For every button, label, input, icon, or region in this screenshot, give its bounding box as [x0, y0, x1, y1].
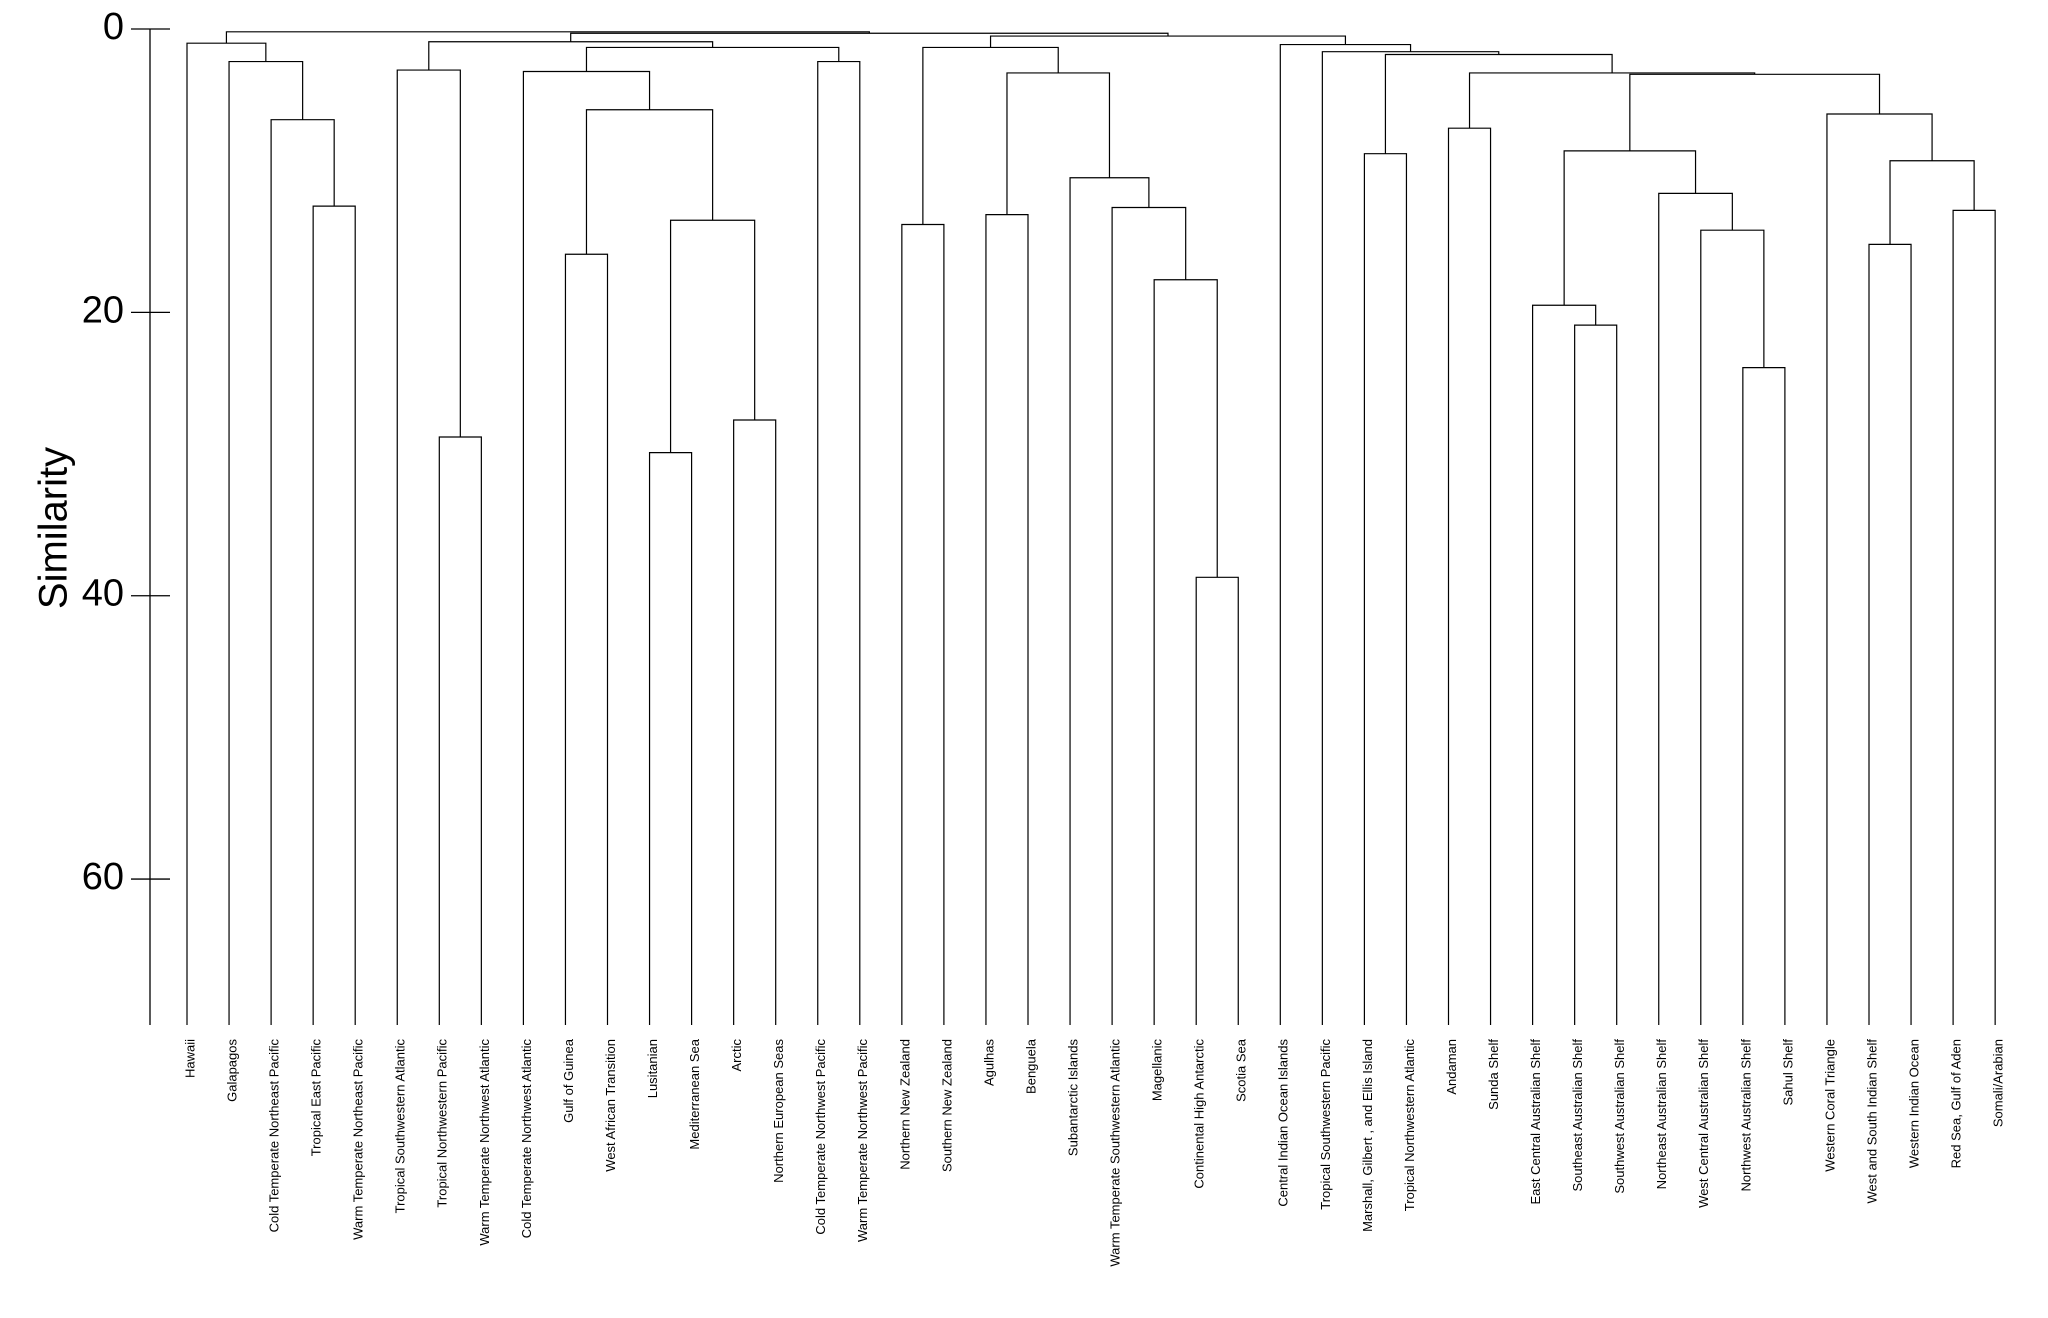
dendrogram-link: [228, 60, 304, 1025]
dendrogram-link: [1447, 127, 1492, 1025]
leaf-label: Andaman: [1444, 1039, 1459, 1095]
dendrogram-link: [1889, 160, 1975, 245]
dendrogram-link: [585, 46, 840, 72]
leaf-label: Tropical Southwestern Atlantic: [393, 1039, 408, 1214]
leaf-label: Tropical Southwestern Pacific: [1318, 1039, 1333, 1210]
dendrogram-link: [922, 46, 1059, 225]
leaf-label: Lusitanian: [645, 1039, 660, 1098]
leaf-label: Warm Temperate Northwest Pacific: [855, 1039, 870, 1243]
dendrogram-link: [1658, 192, 1733, 1025]
dendrogram-link: [985, 213, 1029, 1025]
leaf-label: Scotia Sea: [1234, 1038, 1249, 1102]
dendrogram-link: [564, 253, 609, 1025]
leaf-label: Northern New Zealand: [897, 1039, 912, 1170]
leaf-label: Sunda Shelf: [1486, 1039, 1501, 1110]
dendrogram-link: [817, 60, 861, 1025]
leaf-label: Red Sea, Gulf of Aden: [1949, 1039, 1964, 1168]
dendrogram-link: [1384, 53, 1613, 154]
dendrogram-link: [1868, 243, 1912, 1025]
dendrogram-link: [1363, 153, 1408, 1025]
leaf-label: Hawaii: [182, 1039, 197, 1078]
leaf-label: Northeast Australian Shelf: [1654, 1039, 1669, 1190]
dendrogram-link: [901, 223, 945, 1025]
dendrogram-link: [1006, 72, 1111, 215]
leaf-label: Warm Temperate Southwestern Atlantic: [1108, 1039, 1123, 1267]
dendrogram-link: [733, 419, 777, 1025]
leaf-label: Southwest Australian Shelf: [1612, 1039, 1627, 1194]
dendrogram-link: [1069, 177, 1150, 1025]
dendrogram-link: [1279, 43, 1412, 1025]
dendrogram-link: [186, 42, 267, 1025]
dendrogram-link: [1563, 150, 1697, 306]
leaf-label: West African Transition: [603, 1039, 618, 1172]
dendrogram-link: [270, 119, 335, 1025]
dendrogram-link: [1111, 206, 1187, 1025]
dendrogram-link: [1742, 367, 1786, 1025]
leaf-label: Galapagos: [224, 1039, 239, 1102]
dendrogram-link: [1700, 229, 1765, 1025]
leaf-label: Gulf of Guinea: [561, 1038, 576, 1123]
dendrogram-link: [428, 41, 714, 71]
leaf-label: Western Indian Ocean: [1906, 1039, 1921, 1168]
leaf-label: Warm Temperate Northwest Atlantic: [477, 1039, 492, 1246]
dendrogram-link: [1532, 304, 1597, 1025]
dendrogram-link: [1952, 209, 1996, 1025]
leaf-label: West and South Indian Shelf: [1864, 1039, 1879, 1204]
leaf-label: Mediterranean Sea: [687, 1038, 702, 1149]
leaf-label: Subantarctic Islands: [1065, 1039, 1080, 1157]
leaf-label: Benguela: [1023, 1038, 1038, 1094]
leaf-label: Northern European Seas: [771, 1039, 786, 1183]
leaf-label: Arctic: [729, 1039, 744, 1072]
dendrogram-link: [1153, 279, 1218, 1025]
dendrogram-link: [1468, 72, 1756, 129]
y-axis-label: Similarity: [32, 447, 76, 609]
dendrogram-link: [396, 69, 461, 1025]
leaf-label: Tropical Northwestern Pacific: [435, 1039, 450, 1208]
dendrogram-link: [1321, 51, 1500, 1025]
leaf-label: East Central Australian Shelf: [1528, 1039, 1543, 1205]
dendrogram-link: [570, 32, 1169, 42]
leaf-label: Northwest Australian Shelf: [1738, 1039, 1753, 1192]
leaf-label: Southeast Australian Shelf: [1570, 1039, 1585, 1192]
leaf-label: Cold Temperate Northwest Atlantic: [519, 1039, 534, 1239]
dendrogram-link: [585, 109, 714, 255]
dendrogram-link: [1195, 576, 1239, 1025]
leaf-label: Agulhas: [981, 1039, 996, 1086]
leaf-label: Western Coral Triangle: [1822, 1039, 1837, 1172]
dendrogram-link: [438, 436, 482, 1025]
leaf-label: Cold Temperate Northwest Pacific: [813, 1039, 828, 1235]
y-tick-label: 60: [82, 856, 124, 898]
leaf-label: Tropical East Pacific: [309, 1039, 324, 1157]
y-tick-label: 0: [103, 6, 124, 48]
leaf-label: Sahul Shelf: [1780, 1039, 1795, 1106]
dendrogram-link: [1826, 113, 1933, 1025]
leaf-label: Magellanic: [1150, 1039, 1165, 1102]
leaf-label: Central Indian Ocean Islands: [1276, 1039, 1291, 1207]
leaf-label: West Central Australian Shelf: [1696, 1039, 1711, 1208]
dendrogram-link: [522, 70, 651, 1025]
leaf-label: Warm Temperate Northeast Pacific: [351, 1039, 366, 1240]
dendrogram-link: [989, 35, 1347, 48]
dendrogram-link: [669, 219, 756, 453]
y-tick-label: 40: [82, 573, 124, 615]
dendrogram-link: [312, 205, 356, 1025]
leaf-label: Somali/Arabian: [1991, 1039, 2006, 1127]
leaf-label: Cold Temperate Northeast Pacific: [267, 1039, 282, 1233]
leaf-label: Marshall, Gilbert , and Ellis Island: [1360, 1039, 1375, 1232]
dendrogram-link: [1574, 324, 1618, 1025]
dendrogram-link: [225, 31, 870, 44]
leaf-label: Southern New Zealand: [939, 1039, 954, 1172]
y-tick-label: 20: [82, 289, 124, 331]
leaf-label: Tropical Northwestern Atlantic: [1402, 1039, 1417, 1212]
dendrogram-link: [648, 452, 693, 1025]
leaf-label: Continental High Antarctic: [1192, 1039, 1207, 1189]
dendrogram-link: [1629, 73, 1881, 151]
